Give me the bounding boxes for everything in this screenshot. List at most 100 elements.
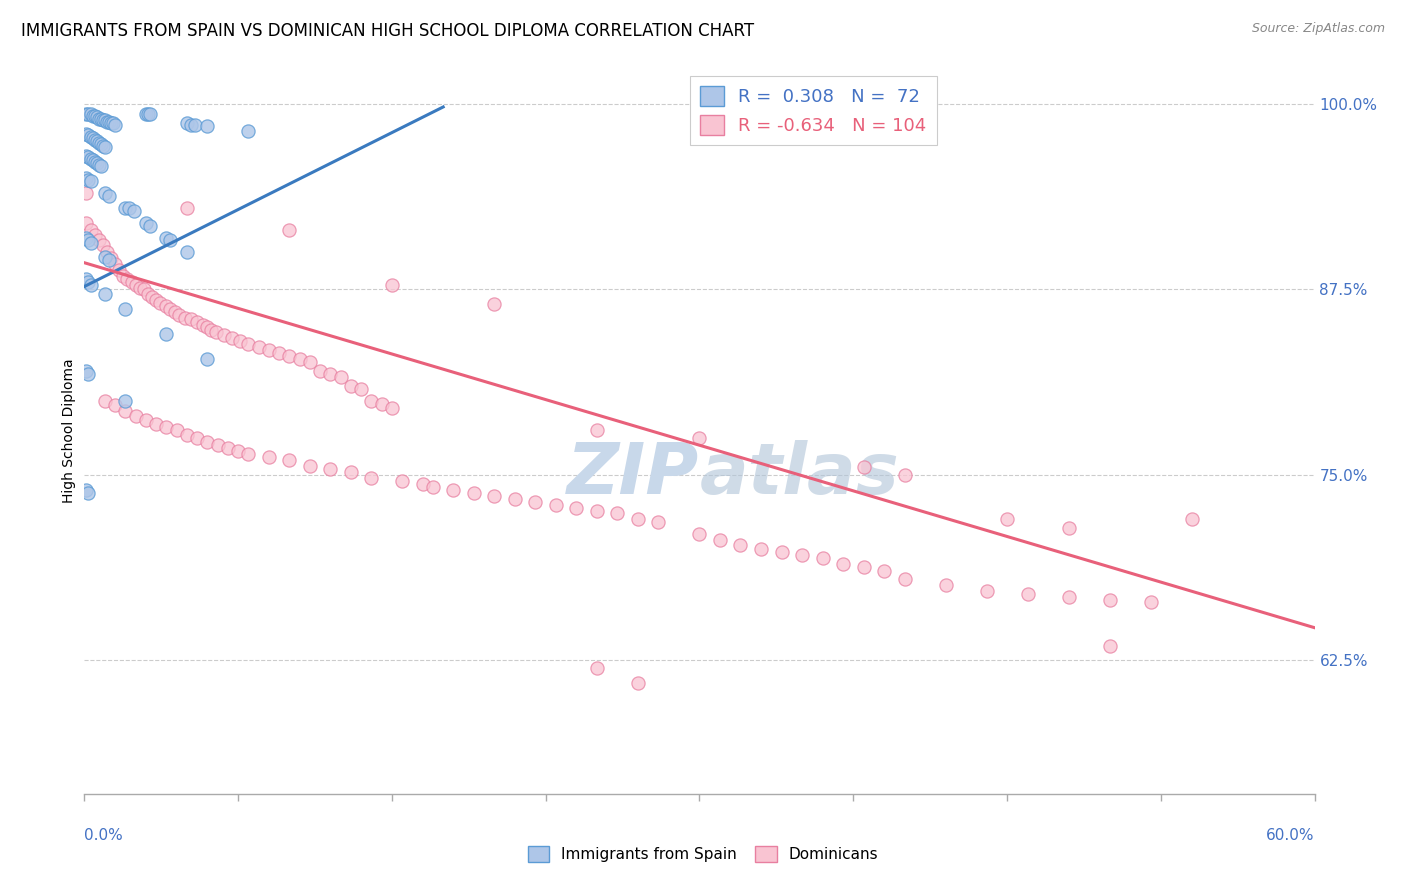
Point [83,133,105,147]
Point [186,431,208,445]
Point [565,500,588,515]
Point [443,483,465,497]
Point [79,174,101,188]
Point [278,223,301,237]
Point [79,236,101,251]
Point [893,467,915,482]
Point [770,545,793,559]
Point [197,120,219,134]
Point [257,450,280,464]
Point [1057,521,1080,535]
Point [87,158,110,172]
Point [176,245,198,260]
Point [139,219,162,233]
Point [122,203,145,218]
Point [180,118,202,132]
Point [114,301,136,316]
Point [422,480,444,494]
Point [503,491,526,506]
Point [104,118,127,132]
Point [627,675,650,690]
Point [117,272,139,286]
Point [104,398,127,412]
Point [77,150,100,164]
Legend: R =  0.308   N =  72, R = -0.634   N = 104: R = 0.308 N = 72, R = -0.634 N = 104 [689,76,936,145]
Point [197,319,219,334]
Point [586,503,609,517]
Point [360,393,382,408]
Point [128,281,150,295]
Text: Source: ZipAtlas.com: Source: ZipAtlas.com [1251,22,1385,36]
Point [1181,512,1204,526]
Text: ZIP: ZIP [567,440,700,508]
Point [709,533,731,548]
Point [360,471,382,485]
Point [350,382,373,396]
Point [121,275,143,289]
Point [298,458,321,473]
Point [832,557,855,571]
Point [852,560,875,574]
Point [544,498,567,512]
Point [135,216,157,230]
Point [229,334,252,349]
Point [319,462,342,476]
Point [101,116,124,130]
Point [149,295,172,310]
Point [75,171,97,186]
Point [82,153,104,168]
Point [82,131,104,145]
Point [75,216,97,230]
Point [340,379,363,393]
Point [1057,590,1080,604]
Point [1017,586,1039,600]
Point [278,453,301,467]
Point [98,252,121,267]
Point [852,460,875,475]
Point [91,138,114,153]
Point [75,127,97,141]
Point [114,404,136,418]
Point [484,297,506,311]
Point [75,483,97,497]
Point [995,512,1018,526]
Point [689,527,711,541]
Point [77,172,100,186]
Text: 60.0%: 60.0% [1267,829,1315,843]
Point [155,230,177,244]
Point [98,115,121,129]
Point [135,107,157,121]
Point [167,308,190,322]
Point [79,223,101,237]
Point [586,424,609,438]
Point [90,136,112,151]
Point [159,301,181,316]
Point [381,278,404,293]
Point [90,159,112,173]
Point [112,269,135,284]
Point [145,293,167,307]
Point [75,272,97,286]
Point [197,435,219,450]
Point [86,134,108,148]
Point [212,328,235,343]
Point [90,112,112,126]
Point [155,326,177,341]
Point [207,438,229,452]
Point [180,312,202,326]
Point [159,234,181,248]
Point [96,115,118,129]
Point [79,107,101,121]
Point [288,352,311,367]
Point [976,583,998,598]
Point [484,489,506,503]
Point [873,565,896,579]
Point [77,367,100,381]
Point [200,322,222,336]
Point [1139,595,1161,609]
Point [163,304,186,318]
Legend: Immigrants from Spain, Dominicans: Immigrants from Spain, Dominicans [522,840,884,868]
Point [79,278,101,293]
Point [155,420,177,434]
Point [77,234,100,248]
